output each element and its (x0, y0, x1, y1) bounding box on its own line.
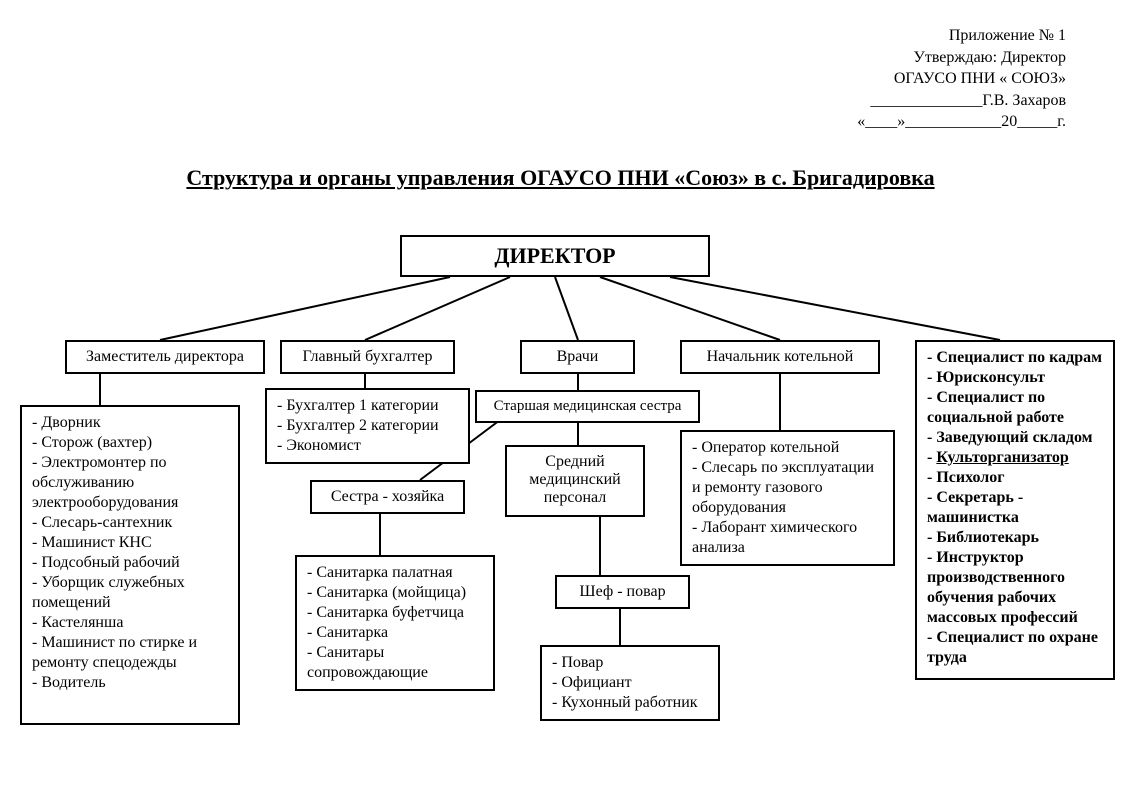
list-item: Водитель (32, 673, 228, 693)
node-boiler-staff: Оператор котельнойСлесарь по эксплуатаци… (680, 430, 895, 566)
page-title: Структура и органы управления ОГАУСО ПНИ… (0, 165, 1121, 191)
list-item: Электромонтер по обслуживанию электрообо… (32, 453, 228, 513)
list-item: Бухгалтер 1 категории (277, 396, 458, 416)
list-item: Библиотекарь (927, 528, 1103, 548)
node-mid-medical-staff: Средниймедицинскийперсонал (505, 445, 645, 517)
list-item: Слесарь-сантехник (32, 513, 228, 533)
list-item: Санитары сопровождающие (307, 643, 483, 683)
node-deputy-director: Заместитель директора (65, 340, 265, 374)
node-label-line: Средний (517, 453, 633, 471)
list-item: Оператор котельной (692, 438, 883, 458)
node-sister-hostess: Сестра - хозяйка (310, 480, 465, 514)
list-item: Специалист по кадрам (927, 348, 1103, 368)
header-line-1: Приложение № 1 (857, 25, 1066, 47)
node-label-line: медицинский (517, 471, 633, 489)
list-item: Машинист по стирке и ремонту спецодежды (32, 633, 228, 673)
list-item: Машинист КНС (32, 533, 228, 553)
node-accountant-staff: Бухгалтер 1 категорииБухгалтер 2 категор… (265, 388, 470, 464)
list-item: Экономист (277, 436, 458, 456)
header-line-3: ОГАУСО ПНИ « СОЮЗ» (857, 68, 1066, 90)
list-item: Слесарь по эксплуатации и ремонту газово… (692, 458, 883, 518)
list-item: Сторож (вахтер) (32, 433, 228, 453)
list-item: Дворник (32, 413, 228, 433)
node-senior-nurse: Старшая медицинская сестра (475, 390, 700, 423)
approval-block: Приложение № 1 Утверждаю: Директор ОГАУС… (857, 25, 1066, 133)
list-item: Юрисконсульт (927, 368, 1103, 388)
list-item: Кастелянша (32, 613, 228, 633)
node-boiler-head: Начальник котельной (680, 340, 880, 374)
node-specialists: Специалист по кадрамЮрисконсультСпециали… (915, 340, 1115, 680)
list-item: Подсобный рабочий (32, 553, 228, 573)
list-item: Лаборант химического анализа (692, 518, 883, 558)
header-line-2: Утверждаю: Директор (857, 47, 1066, 69)
list-item: Специалист по социальной работе (927, 388, 1103, 428)
list-item: Бухгалтер 2 категории (277, 416, 458, 436)
list-item: Повар (552, 653, 708, 673)
node-deputy-staff: ДворникСторож (вахтер)Электромонтер по о… (20, 405, 240, 725)
node-chef: Шеф - повар (555, 575, 690, 609)
list-item: Инструктор производственного обучения ра… (927, 548, 1103, 628)
node-label-line: персонал (517, 489, 633, 507)
list-item: Официант (552, 673, 708, 693)
list-item: Культорганизатор (927, 448, 1103, 468)
list-item: Психолог (927, 468, 1103, 488)
list-item: Санитарка (мойщица) (307, 583, 483, 603)
header-line-5: «____»____________20_____г. (857, 111, 1066, 133)
header-line-4: ______________Г.В. Захаров (857, 90, 1066, 112)
node-chief-accountant: Главный бухгалтер (280, 340, 455, 374)
node-doctors: Врачи (520, 340, 635, 374)
list-item: Заведующий складом (927, 428, 1103, 448)
list-item: Кухонный работник (552, 693, 708, 713)
list-item: Санитарка палатная (307, 563, 483, 583)
list-item: Уборщик служебных помещений (32, 573, 228, 613)
node-director: ДИРЕКТОР (400, 235, 710, 277)
node-sanitars: Санитарка палатнаяСанитарка (мойщица)Сан… (295, 555, 495, 691)
node-chef-staff: ПоварОфициантКухонный работник (540, 645, 720, 721)
list-item: Санитарка (307, 623, 483, 643)
list-item: Санитарка буфетчица (307, 603, 483, 623)
list-item: Специалист по охране труда (927, 628, 1103, 668)
list-item: Секретарь - машинистка (927, 488, 1103, 528)
